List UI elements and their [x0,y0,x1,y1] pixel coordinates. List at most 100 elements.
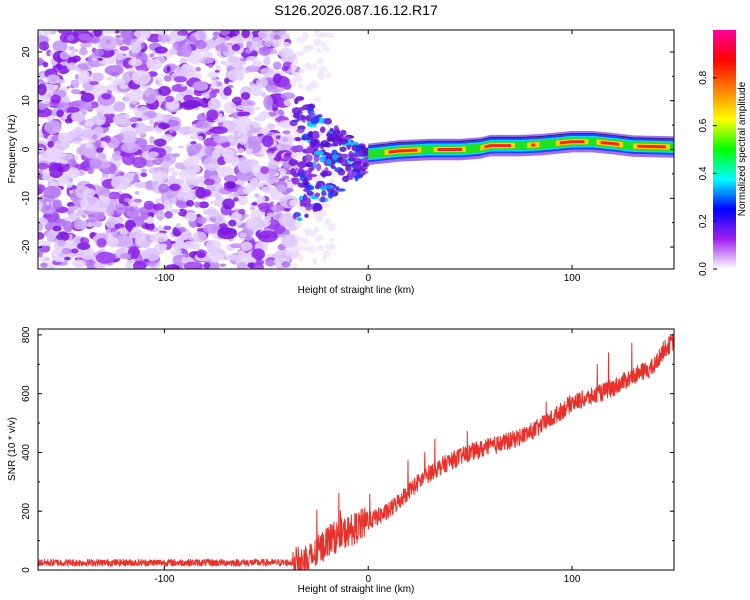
noise-blob [280,92,296,100]
noise-blob [267,160,279,169]
noise-blob [214,128,223,133]
noise-blob [195,66,201,72]
noise-blob [164,210,173,219]
noise-blob [38,200,43,210]
noise-blob [143,200,155,210]
noise-blob [130,100,138,105]
noise-blob [106,206,115,217]
noise-blob [247,148,253,153]
noise-blob [312,257,317,266]
noise-blob [114,50,124,61]
noise-blob [260,166,269,174]
noise-blob [145,125,154,131]
transition-blob [347,176,354,180]
noise-blob [183,195,188,200]
noise-blob [89,232,96,238]
transition-blob [308,130,314,138]
noise-blob [175,200,186,206]
noise-blob [323,250,331,258]
noise-blob [294,223,303,229]
noise-blob [80,92,95,103]
noise-blob [196,252,206,259]
noise-blob [112,113,129,125]
noise-blob [241,30,250,39]
noise-blob [214,193,222,200]
noise-blob [209,81,218,88]
spectrogram-ytick-label: 10 [21,95,32,107]
noise-blob [283,99,291,106]
noise-blob [146,58,163,71]
noise-blob [326,32,335,39]
noise-blob [114,34,122,39]
transition-blob [316,181,322,189]
noise-blob [321,203,331,208]
noise-blob [177,145,184,149]
noise-blob [259,127,271,135]
noise-blob [38,240,52,247]
noise-blob [38,152,41,157]
noise-blob [93,126,104,135]
noise-blob [74,126,84,138]
noise-blob [234,123,241,131]
spectrogram-y-axis-label: Frequency (Hz) [7,115,18,184]
noise-blob [154,46,168,54]
noise-blob [38,103,47,111]
snr-x-axis-label: Height of straight line (km) [298,584,415,595]
noise-blob [215,64,222,72]
noise-blob [260,67,275,76]
noise-blob [56,231,70,242]
snr-panel: -100 0 100 0 200 400 600 800 Height of s… [7,326,675,595]
noise-blob [324,146,330,154]
noise-blob [65,222,72,226]
transition-blob [304,154,313,162]
noise-blob [328,238,335,243]
trace-peak-band [600,141,619,146]
noise-blob [78,48,88,56]
transition-blob [308,161,314,166]
noise-blob [273,34,280,40]
noise-blob [192,123,197,127]
noise-blob [316,48,322,53]
noise-blob [261,186,279,194]
noise-blob [170,249,180,256]
transition-blob [296,172,306,177]
noise-blob [55,63,63,68]
noise-blob [218,112,223,118]
noise-blob [129,89,145,102]
noise-blob [188,126,202,133]
noise-blob [90,101,99,109]
noise-blob [224,36,231,41]
noise-blob [211,77,219,82]
transition-blob [326,132,332,137]
noise-blob [170,208,181,214]
noise-blob [52,225,62,232]
noise-blob [57,132,74,143]
noise-blob [312,62,317,70]
noise-blob [52,199,62,210]
noise-blob [307,82,315,87]
noise-blob [66,106,80,113]
noise-blob [298,68,306,75]
noise-blob [223,174,239,183]
noise-blob [174,76,187,83]
noise-blob [293,71,300,80]
noise-blob [203,178,215,186]
noise-blob [252,124,261,129]
noise-blob [206,109,219,121]
snr-frame [37,328,675,571]
noise-blob [80,238,84,243]
noise-blob [275,153,281,162]
noise-blob [270,204,284,213]
spectrogram-x-axis-label: Height of straight line (km) [298,285,415,296]
spectrogram-ytick-label: -10 [21,191,32,206]
noise-blob [146,33,163,43]
transition-blob [335,186,340,191]
spectrogram-ytick-label: 20 [21,46,32,58]
transition-blob [296,114,306,121]
noise-blob [46,201,50,206]
noise-blob [256,77,269,88]
noise-blob [92,221,103,228]
trace-peak-band [484,144,511,149]
noise-blob [58,65,70,75]
noise-blob [120,141,140,154]
